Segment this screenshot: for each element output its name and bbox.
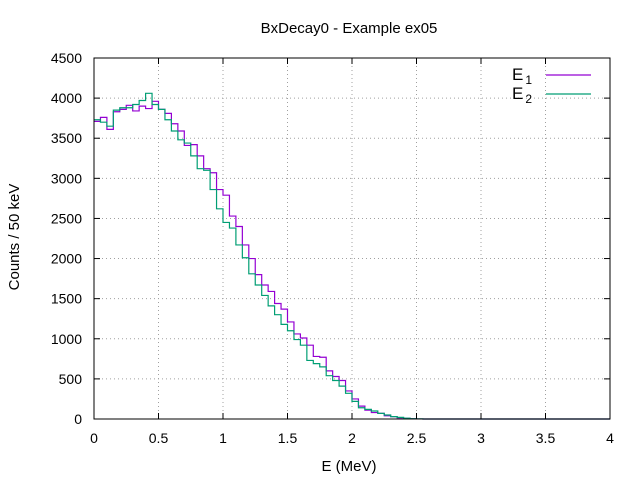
y-tick-label: 500 — [59, 371, 83, 387]
x-tick-label: 0 — [90, 430, 98, 446]
y-tick-label: 4500 — [51, 50, 82, 66]
x-tick-label: 0.5 — [149, 430, 169, 446]
y-axis-title: Counts / 50 keV — [6, 184, 23, 291]
x-tick-label: 2.5 — [407, 430, 427, 446]
x-tick-label: 3 — [477, 430, 485, 446]
chart-title: BxDecay0 - Example ex05 — [261, 20, 438, 37]
y-tick-label: 4000 — [51, 90, 82, 106]
series-line-1 — [94, 100, 610, 420]
x-tick-label: 1 — [219, 430, 227, 446]
axis-ticks: 0 0.5 1 1.5 2 2.5 3 3.5 4 0 500 1000 1500 2000 2500 300… — [51, 50, 614, 446]
x-axis-title: E (MeV) — [321, 458, 376, 475]
y-tick-label: 2500 — [51, 210, 82, 226]
x-tick-label: 4 — [606, 430, 614, 446]
x-tick-label: 3.5 — [536, 430, 556, 446]
y-tick-label: 2000 — [51, 251, 82, 267]
grid-lines — [94, 58, 610, 419]
y-tick-label: 3000 — [51, 170, 82, 186]
x-tick-label: 1.5 — [278, 430, 298, 446]
legend: E 1E 2 — [512, 65, 591, 106]
y-tick-label: 3500 — [51, 130, 82, 146]
y-tick-label: 0 — [74, 411, 82, 427]
x-tick-label: 2 — [348, 430, 356, 446]
y-tick-label: 1000 — [51, 331, 82, 347]
y-tick-label: 1500 — [51, 291, 82, 307]
